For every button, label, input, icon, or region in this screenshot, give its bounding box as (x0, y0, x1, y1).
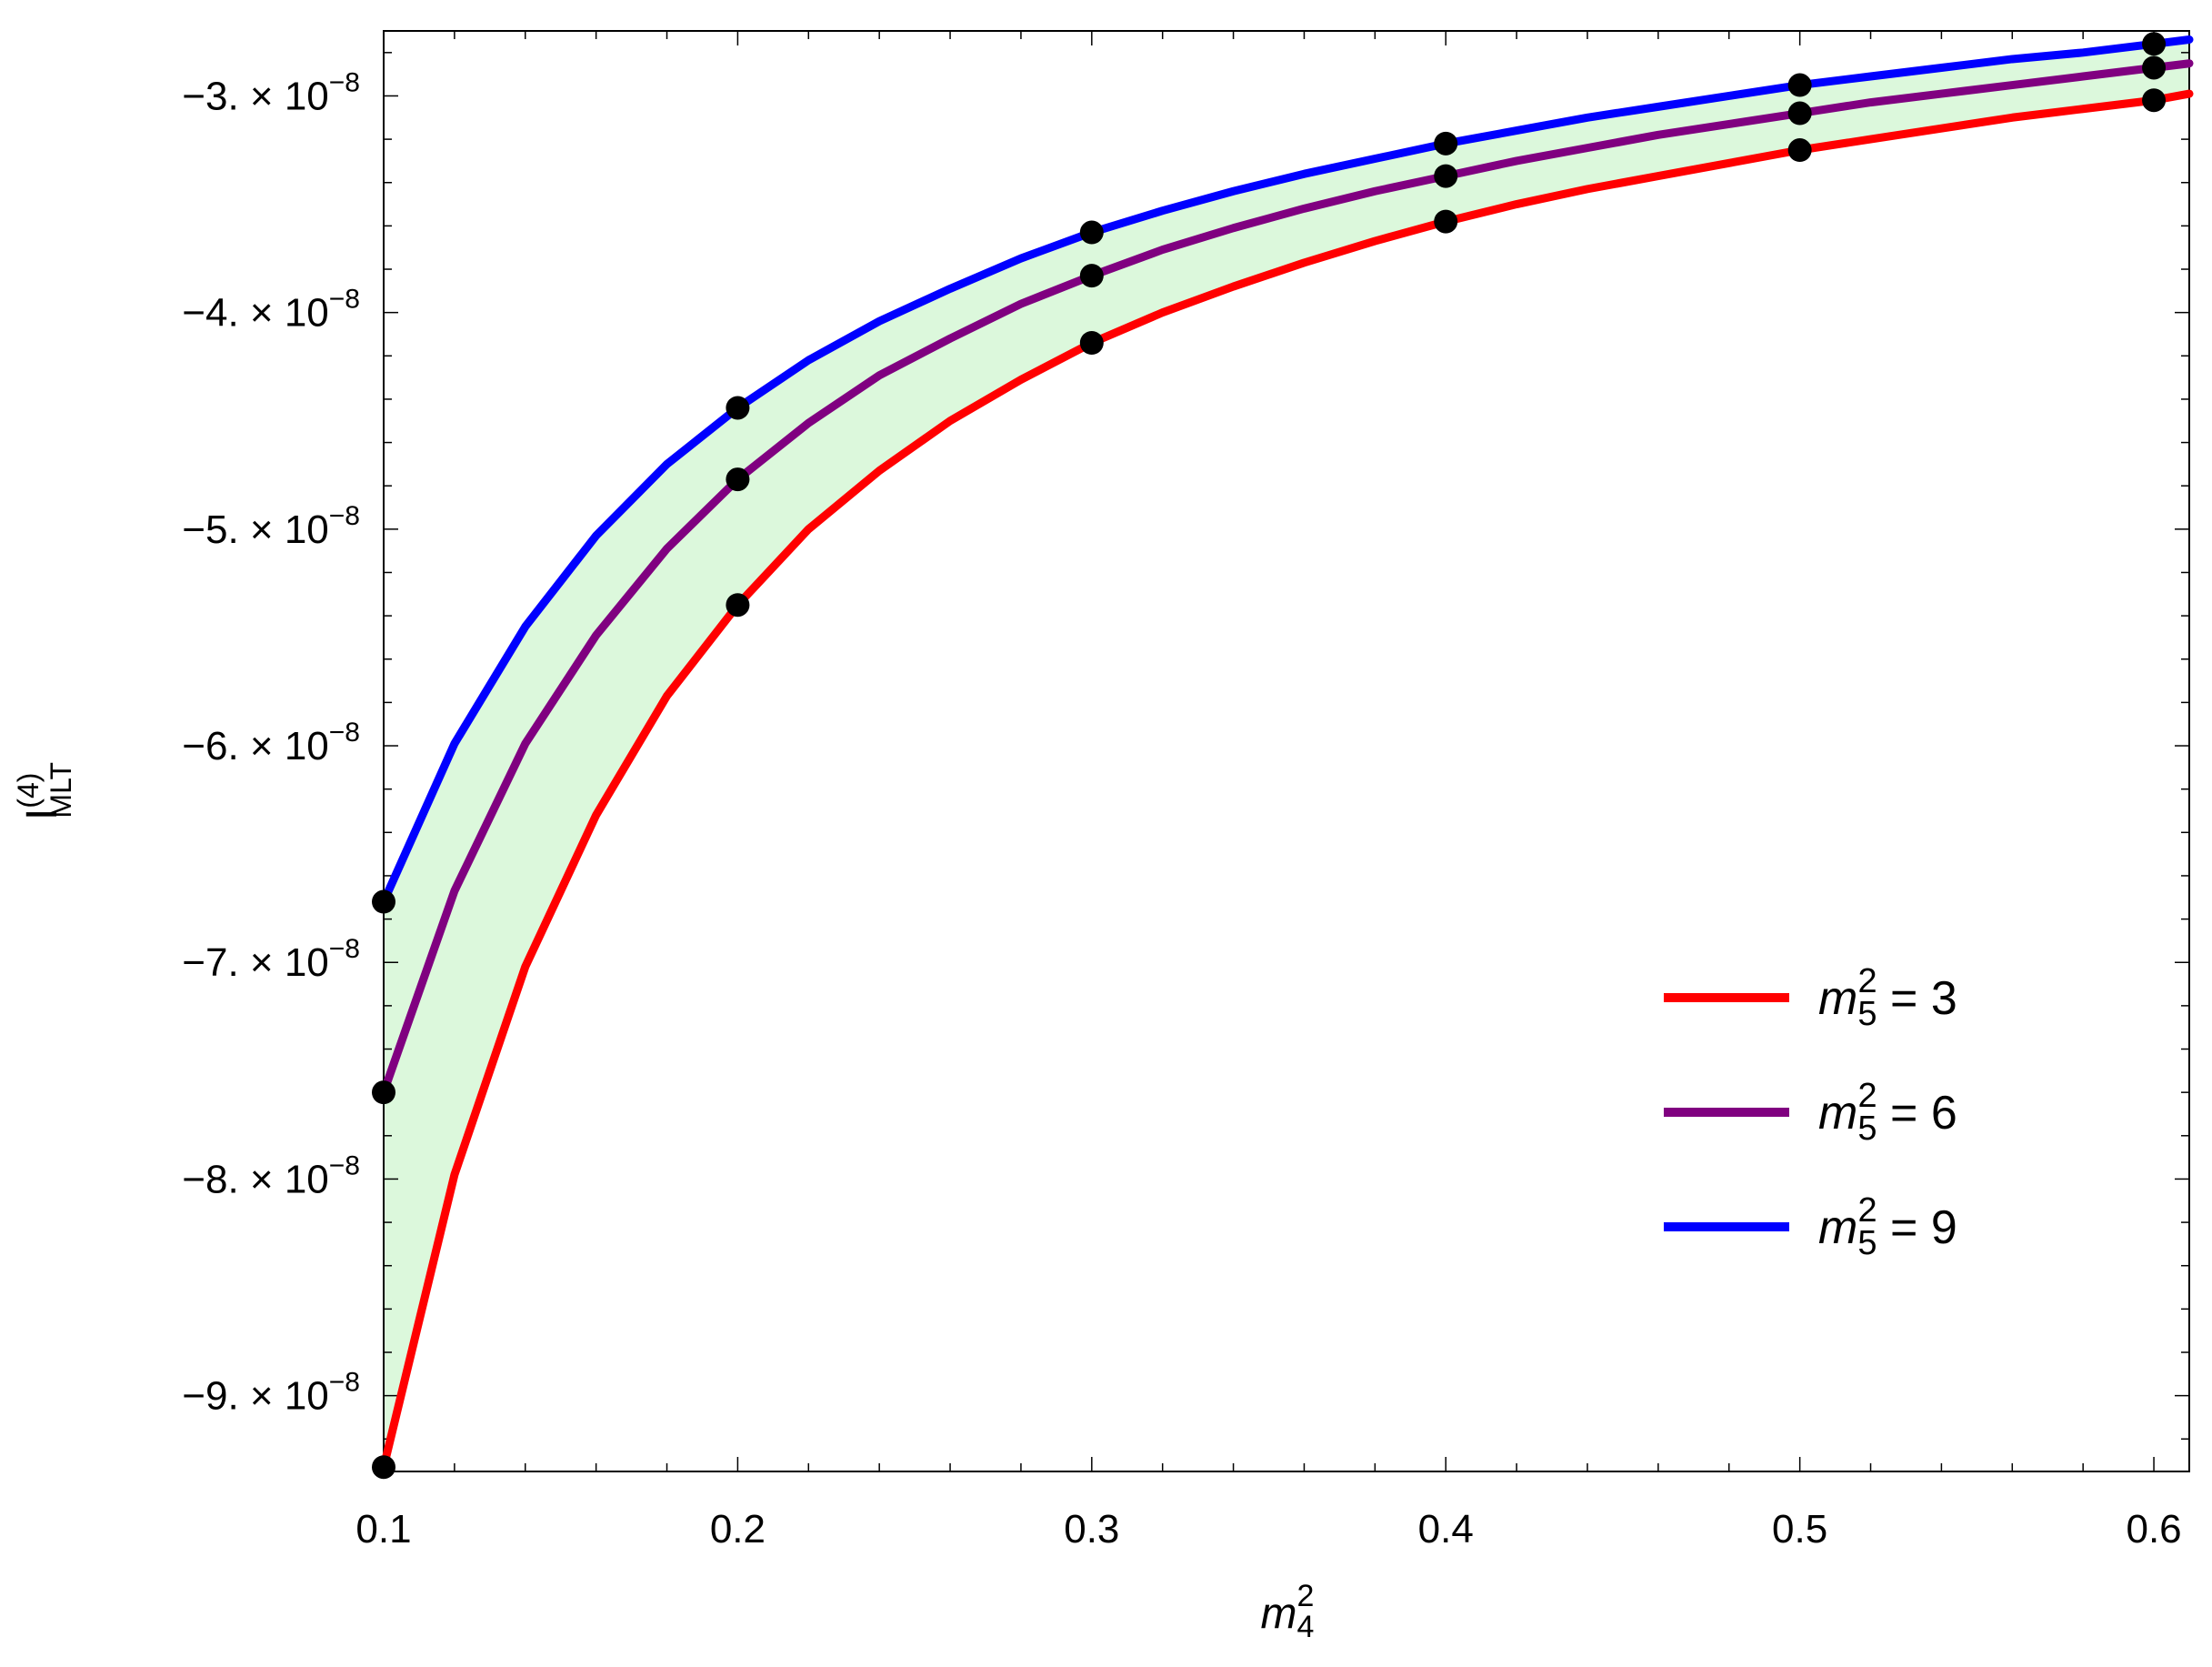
data-point (1079, 264, 1104, 288)
plot-frame (383, 30, 2190, 1472)
legend-label-2: m52 = 6 (1818, 1077, 1957, 1148)
y-tick-label: −9. × 10−8 (182, 1368, 360, 1419)
data-point (1787, 138, 1812, 163)
data-point (1434, 131, 1458, 156)
x-tick-label: 0.6 (2126, 1507, 2181, 1552)
fill-layer (384, 39, 2189, 1468)
data-point (1787, 73, 1812, 97)
y-tick-label: −6. × 10−8 (182, 718, 360, 768)
y-axis-title: I(4)MLT (12, 762, 77, 820)
data-point (2142, 88, 2167, 113)
x-axis-title: m42 (1261, 1579, 1315, 1644)
legend-label-3: m52 = 9 (1818, 1191, 1957, 1262)
y-tick-labels: −3. × 10−8 −4. × 10−8 −5. × 10−8 −6. × 10−8… (182, 67, 360, 1418)
x-tick-label: 0.5 (1772, 1507, 1827, 1552)
data-point (372, 1080, 395, 1105)
x-tick-label: 0.3 (1064, 1507, 1119, 1552)
y-tick-label: −3. × 10−8 (182, 67, 360, 118)
data-point (1079, 220, 1104, 245)
series-line-3 (379, 35, 2194, 907)
marker-layer (372, 32, 2167, 1480)
data-point (1079, 331, 1104, 356)
data-point (372, 1455, 395, 1480)
data-point (1434, 164, 1458, 188)
series-line-1 (379, 89, 2194, 1471)
y-tick-label: −8. × 10−8 (182, 1150, 360, 1201)
x-tick-label: 0.4 (1418, 1507, 1474, 1552)
tick-marks (383, 31, 2189, 1471)
data-point (726, 593, 750, 618)
data-point (2142, 32, 2167, 56)
x-tick-label: 0.2 (710, 1507, 766, 1552)
series-layer (379, 35, 2194, 1471)
data-point (2142, 55, 2167, 80)
legend: m52 = 3 m52 = 6 m52 = 9 (1664, 962, 1957, 1262)
x-tick-label: 0.1 (355, 1507, 411, 1552)
data-point (372, 889, 395, 914)
series-line-2 (379, 59, 2194, 1097)
data-point (1787, 101, 1812, 126)
data-point (1434, 209, 1458, 234)
fill-band (384, 39, 2189, 1468)
y-tick-label: −5. × 10−8 (182, 501, 360, 552)
data-point (726, 467, 750, 492)
y-tick-label: −4. × 10−8 (182, 285, 360, 336)
legend-label-1: m52 = 3 (1818, 962, 1957, 1033)
y-tick-label: −7. × 10−8 (182, 934, 360, 985)
data-point (726, 396, 750, 420)
x-tick-labels: 0.1 0.2 0.3 0.4 0.5 0.6 (355, 1507, 2181, 1552)
